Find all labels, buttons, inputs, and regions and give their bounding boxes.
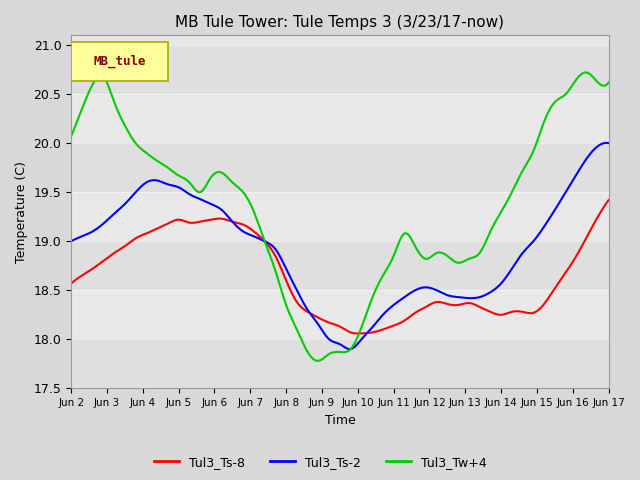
Tul3_Ts-8 <box>67 280 75 286</box>
Tul3_Ts-8 <box>522 310 530 315</box>
Line: Tul3_Tw+4: Tul3_Tw+4 <box>71 72 609 361</box>
Tul3_Tw+4 <box>398 233 406 239</box>
Tul3_Ts-8 <box>605 197 612 203</box>
Tul3_Ts-8 <box>556 278 564 284</box>
Tul3_Ts-2 <box>69 238 77 243</box>
Tul3_Tw+4 <box>389 255 397 261</box>
Tul3_Tw+4 <box>605 80 612 85</box>
X-axis label: Time: Time <box>324 414 355 427</box>
Line: Tul3_Ts-2: Tul3_Ts-2 <box>71 143 609 349</box>
Bar <box>71 290 609 339</box>
Tul3_Ts-8 <box>69 279 77 285</box>
Tul3_Ts-8 <box>398 319 406 325</box>
Tul3_Tw+4 <box>69 129 77 135</box>
Bar <box>71 192 609 241</box>
Tul3_Ts-2 <box>398 296 406 302</box>
Legend: Tul3_Ts-8, Tul3_Ts-2, Tul3_Tw+4: Tul3_Ts-8, Tul3_Ts-2, Tul3_Tw+4 <box>148 451 492 474</box>
Y-axis label: Temperature (C): Temperature (C) <box>15 161 28 263</box>
Tul3_Tw+4 <box>556 95 564 101</box>
Bar <box>71 143 609 192</box>
Tul3_Ts-2 <box>346 346 354 352</box>
Tul3_Tw+4 <box>522 162 530 168</box>
Tul3_Ts-2 <box>522 246 530 252</box>
Tul3_Tw+4 <box>581 70 589 75</box>
Tul3_Tw+4 <box>387 259 395 264</box>
Line: Tul3_Ts-8: Tul3_Ts-8 <box>71 200 609 334</box>
Tul3_Ts-8 <box>353 331 361 336</box>
Tul3_Ts-2 <box>67 239 75 244</box>
Tul3_Tw+4 <box>67 133 75 139</box>
Tul3_Ts-2 <box>605 140 612 146</box>
Tul3_Ts-2 <box>556 199 564 204</box>
Title: MB Tule Tower: Tule Temps 3 (3/23/17-now): MB Tule Tower: Tule Temps 3 (3/23/17-now… <box>175 15 504 30</box>
Tul3_Ts-2 <box>603 140 611 146</box>
Bar <box>71 241 609 290</box>
Tul3_Ts-2 <box>387 304 395 310</box>
Tul3_Ts-8 <box>387 324 395 329</box>
Bar <box>71 45 609 94</box>
Bar <box>71 94 609 143</box>
Text: MB_tule: MB_tule <box>93 55 146 69</box>
Tul3_Tw+4 <box>314 358 321 364</box>
Tul3_Ts-8 <box>389 323 397 329</box>
FancyBboxPatch shape <box>71 42 168 81</box>
Tul3_Ts-2 <box>389 303 397 309</box>
Bar <box>71 339 609 388</box>
